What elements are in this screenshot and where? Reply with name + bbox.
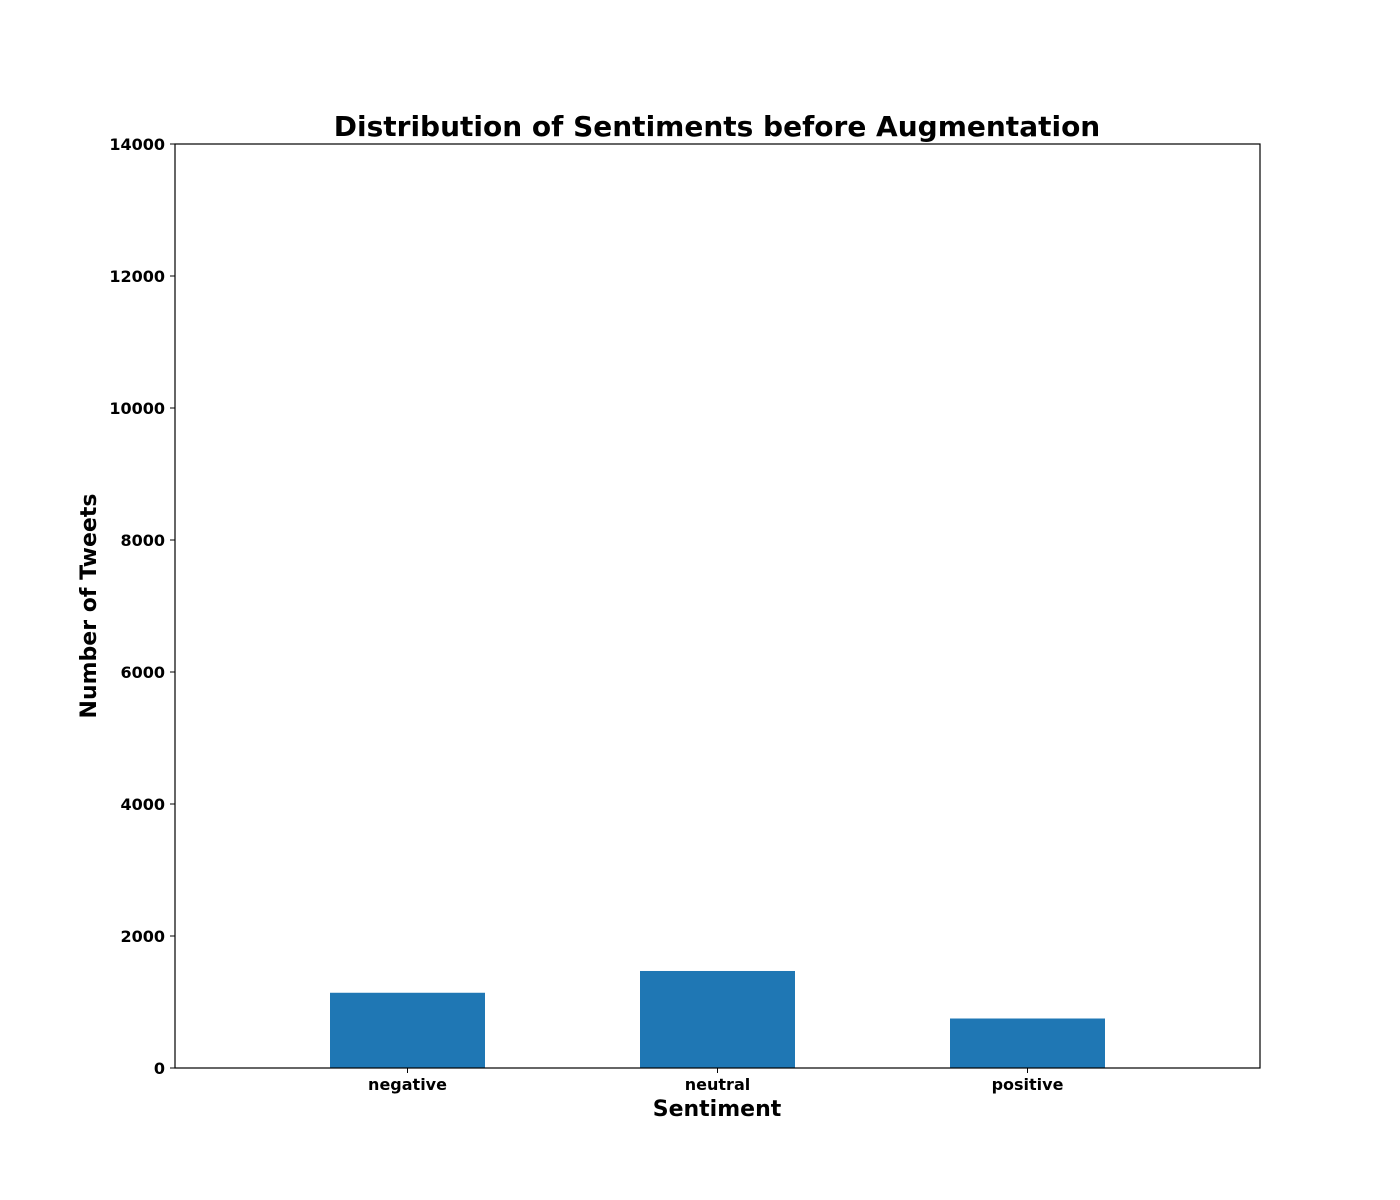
chart-title: Distribution of Sentiments before Augmen… <box>334 110 1101 143</box>
x-tick-label-neutral: neutral <box>685 1075 750 1094</box>
y-tick-label-6000: 6000 <box>120 663 165 682</box>
y-axis-ticks: 0 2000 4000 6000 8000 10000 12000 14000 <box>109 135 175 1078</box>
y-tick-label-10000: 10000 <box>109 399 165 418</box>
y-tick-label-8000: 8000 <box>120 531 165 550</box>
y-tick-label-4000: 4000 <box>120 795 165 814</box>
bar-negative <box>330 992 485 1068</box>
y-axis-label: Number of Tweets <box>77 494 102 719</box>
x-axis-label: Sentiment <box>653 1097 782 1122</box>
y-tick-label-14000: 14000 <box>109 135 165 154</box>
bar-neutral <box>640 970 795 1068</box>
y-tick-label-0: 0 <box>154 1059 165 1078</box>
y-tick-label-2000: 2000 <box>120 927 165 946</box>
bar-positive <box>950 1018 1105 1068</box>
plot-frame <box>174 143 1261 1069</box>
plot-area: 0 2000 4000 6000 8000 10000 12000 14000 negativ… <box>109 135 1261 1094</box>
y-tick-label-12000: 12000 <box>109 267 165 286</box>
bars-group <box>330 970 1105 1068</box>
x-tick-label-positive: positive <box>992 1075 1064 1094</box>
x-tick-label-negative: negative <box>368 1075 447 1094</box>
x-axis-ticks: negative neutral positive <box>368 1068 1064 1094</box>
